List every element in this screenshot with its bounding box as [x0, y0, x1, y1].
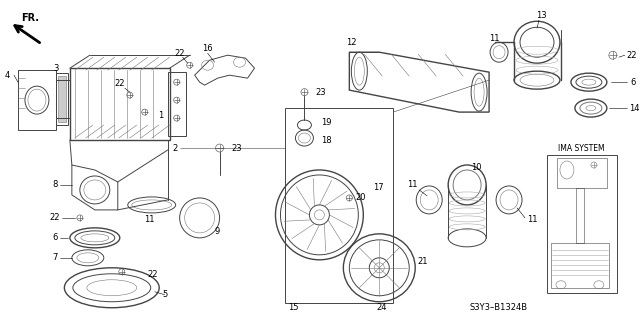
Text: 15: 15: [288, 303, 299, 312]
Bar: [557, 158, 607, 188]
Text: 11: 11: [406, 181, 417, 189]
Text: 20: 20: [355, 193, 366, 203]
Text: 18: 18: [321, 136, 332, 145]
Text: 21: 21: [417, 257, 428, 266]
Text: 10: 10: [471, 163, 482, 173]
Text: 22: 22: [627, 51, 637, 60]
Text: FR.: FR.: [21, 13, 39, 23]
Bar: [18, 70, 56, 130]
Text: 24: 24: [376, 303, 387, 312]
Bar: [58, 76, 66, 122]
Text: 16: 16: [202, 44, 213, 53]
Text: 1: 1: [157, 111, 163, 120]
Text: 12: 12: [346, 38, 356, 47]
Text: 4: 4: [4, 70, 10, 80]
Text: 6: 6: [52, 234, 58, 242]
Bar: [576, 188, 584, 243]
Text: 11: 11: [489, 34, 499, 43]
Text: 23: 23: [316, 88, 326, 97]
Text: IMA SYSTEM: IMA SYSTEM: [557, 144, 604, 152]
Bar: [285, 108, 393, 303]
Text: 22: 22: [148, 270, 158, 279]
Bar: [56, 73, 68, 125]
Text: 5: 5: [163, 290, 168, 299]
Text: 23: 23: [232, 144, 242, 152]
Text: 11: 11: [527, 215, 538, 224]
Text: 9: 9: [214, 227, 220, 236]
Bar: [551, 243, 609, 288]
Bar: [70, 68, 170, 140]
Text: 17: 17: [373, 183, 384, 192]
Text: 22: 22: [49, 213, 60, 222]
Bar: [168, 72, 186, 136]
Bar: [547, 155, 617, 293]
Text: 8: 8: [52, 181, 58, 189]
Text: 14: 14: [629, 104, 639, 113]
Text: 3: 3: [53, 64, 59, 73]
Text: 13: 13: [536, 11, 547, 20]
Text: 22: 22: [175, 49, 185, 58]
Text: 22: 22: [115, 79, 125, 88]
Text: 7: 7: [52, 253, 58, 262]
Text: 11: 11: [145, 215, 155, 224]
Text: S3Y3–B1324B: S3Y3–B1324B: [470, 303, 528, 312]
Text: 2: 2: [172, 144, 177, 152]
Text: 19: 19: [321, 118, 332, 127]
Text: 6: 6: [631, 78, 636, 87]
